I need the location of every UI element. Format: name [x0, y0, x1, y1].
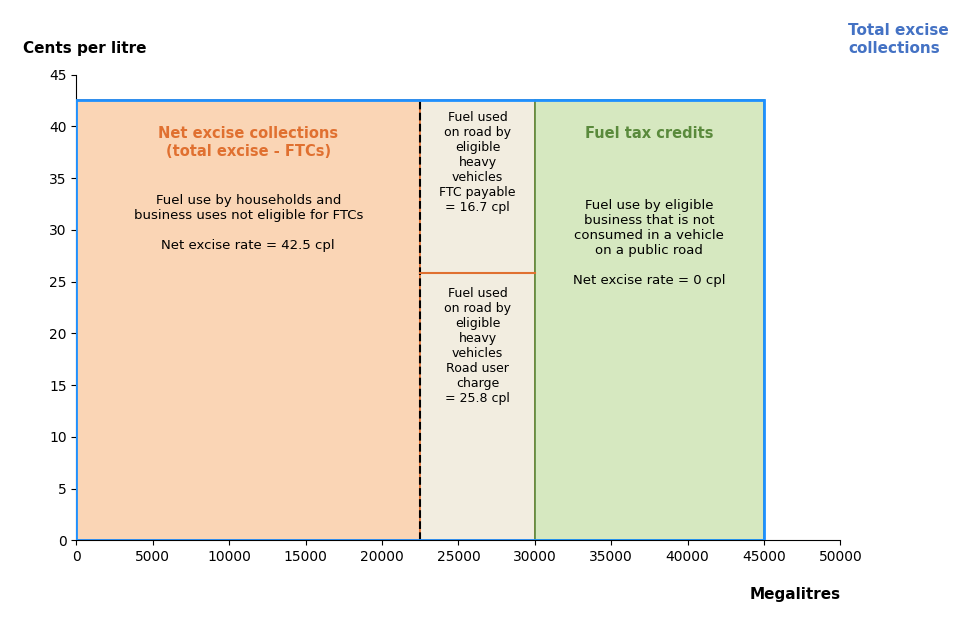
Text: Cents per litre: Cents per litre — [23, 41, 146, 56]
Text: Fuel tax credits: Fuel tax credits — [585, 126, 713, 141]
Bar — [420, 101, 535, 273]
Text: Total excise
collections: Total excise collections — [848, 24, 948, 56]
Bar — [76, 101, 420, 540]
Text: Fuel use by eligible
business that is not
consumed in a vehicle
on a public road: Fuel use by eligible business that is no… — [573, 199, 726, 287]
Bar — [535, 101, 764, 540]
Text: Fuel used
on road by
eligible
heavy
vehicles
FTC payable
= 16.7 cpl: Fuel used on road by eligible heavy vehi… — [439, 111, 516, 214]
Text: Fuel used
on road by
eligible
heavy
vehicles
Road user
charge
= 25.8 cpl: Fuel used on road by eligible heavy vehi… — [444, 287, 511, 405]
Text: Fuel use by households and
business uses not eligible for FTCs

Net excise rate : Fuel use by households and business uses… — [134, 194, 363, 252]
Text: Net excise collections
(total excise - FTCs): Net excise collections (total excise - F… — [159, 126, 338, 159]
Text: Megalitres: Megalitres — [750, 587, 840, 602]
Bar — [420, 273, 535, 540]
